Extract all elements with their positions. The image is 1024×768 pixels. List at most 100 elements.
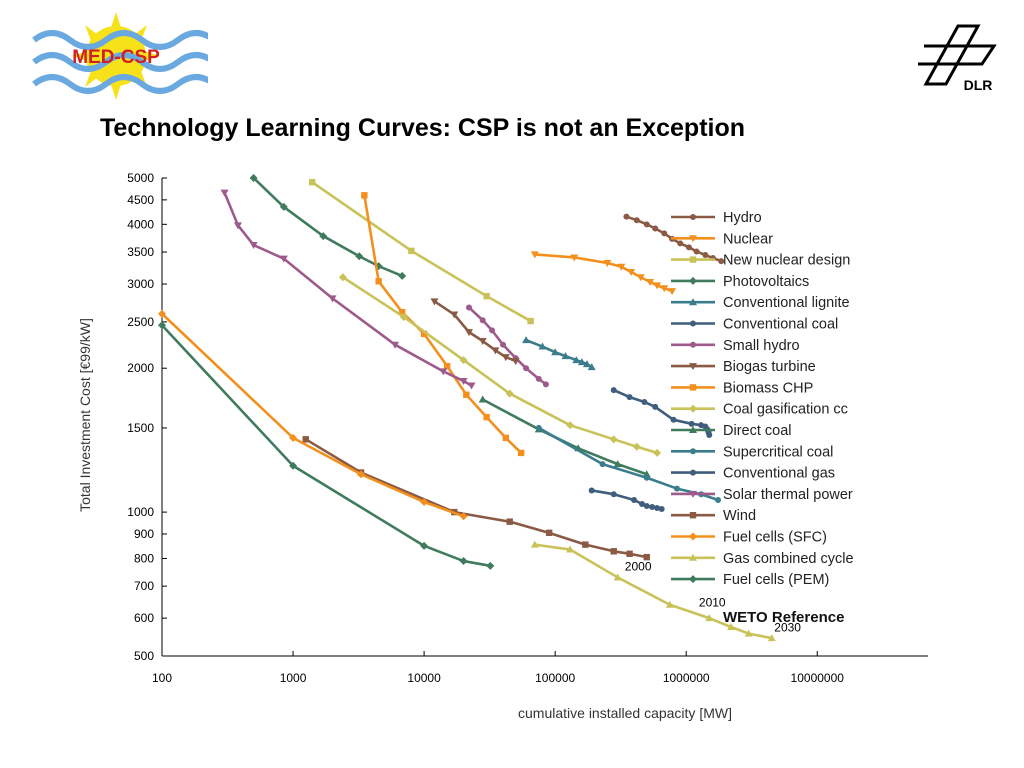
data-point-new-nuclear-design	[527, 317, 534, 325]
legend-footer: WETO Reference	[723, 609, 844, 626]
series-biogas-turbine	[430, 298, 520, 366]
series-gas-combined-cycle	[530, 540, 776, 642]
data-point-nuclear	[668, 288, 677, 296]
y-tick-label: 700	[134, 579, 154, 593]
data-point-conventional-lignite	[577, 358, 586, 366]
legend-item-hydro: Hydro	[671, 210, 762, 226]
data-point-supercritical-coal	[673, 485, 680, 492]
series-line-new-nuclear-design	[311, 181, 532, 323]
series-line-nuclear	[534, 253, 673, 293]
data-point-new-nuclear-design	[483, 292, 490, 300]
data-point-nuclear	[636, 274, 645, 282]
data-point-solar-thermal-power	[439, 368, 448, 376]
legend-marker	[690, 320, 696, 327]
data-point-biogas-turbine	[478, 338, 487, 346]
y-tick-label: 2000	[127, 361, 154, 375]
legend-marker	[689, 276, 697, 285]
data-point-conventional-coal	[641, 398, 648, 405]
dlr-emblem-icon	[918, 24, 997, 86]
data-point-biogas-turbine	[464, 329, 473, 337]
data-point-fuel-cells-pem	[459, 557, 468, 566]
legend-item-fuel-cells-sfc: Fuel cells (SFC)	[671, 530, 827, 546]
series-line-photovoltaics	[252, 177, 403, 278]
data-point-coal-gasification-cc	[566, 421, 575, 430]
legend-item-biomass-chp: Biomass CHP	[671, 380, 813, 396]
x-axis-label: cumulative installed capacity [MW]	[518, 705, 732, 721]
series-fuel-cells-pem	[158, 321, 495, 570]
data-point-wind	[582, 541, 589, 548]
series-line-solar-thermal-power	[223, 192, 473, 387]
data-point-gas-combined-cycle	[705, 614, 714, 622]
series-fuel-cells-sfc	[158, 309, 468, 521]
data-point-hydro	[661, 230, 668, 237]
legend-marker	[689, 532, 697, 541]
y-tick-label: 3000	[127, 277, 154, 291]
data-point-wind	[643, 553, 650, 561]
data-point-gas-combined-cycle	[665, 600, 674, 608]
data-point-solar-thermal-power	[220, 189, 229, 197]
data-point-biomass-chp	[517, 449, 525, 457]
data-point-conventional-coal	[688, 420, 695, 427]
legend-item-small-hydro: Small hydro	[671, 338, 800, 354]
data-point-new-nuclear-design	[309, 178, 316, 186]
x-tick-label: 10000000	[791, 671, 845, 685]
data-point-direct-coal	[642, 470, 651, 478]
legend-label: Solar thermal power	[723, 487, 853, 503]
series-nuclear	[530, 251, 677, 296]
series-conventional-lignite	[522, 336, 596, 371]
dlr-logo-text: DLR	[964, 77, 993, 93]
data-point-solar-thermal-power	[249, 242, 258, 250]
legend-label: Supercritical coal	[723, 444, 833, 460]
data-point-supercritical-coal	[643, 474, 650, 481]
legend-marker	[689, 575, 697, 584]
data-point-conventional-coal	[706, 431, 713, 438]
legend-label: Photovoltaics	[723, 274, 809, 290]
data-point-coal-gasification-cc	[632, 442, 641, 451]
data-point-direct-coal	[478, 395, 487, 403]
legend-marker	[690, 341, 696, 348]
data-point-photovoltaics	[319, 232, 328, 241]
data-point-coal-gasification-cc	[653, 448, 662, 457]
legend-marker	[689, 512, 697, 519]
legend-label: Fuel cells (SFC)	[723, 530, 827, 546]
legend-marker	[689, 235, 697, 243]
data-point-coal-gasification-cc	[338, 273, 347, 282]
data-point-hydro	[685, 244, 692, 251]
data-point-conventional-gas	[610, 491, 617, 498]
series-line-gas-combined-cycle	[534, 543, 773, 640]
data-point-hydro	[702, 252, 709, 259]
data-point-fuel-cells-sfc	[357, 470, 366, 479]
legend-item-conventional-gas: Conventional gas	[671, 466, 835, 482]
data-point-photovoltaics	[355, 252, 364, 261]
data-point-hydro	[633, 217, 640, 224]
data-point-gas-combined-cycle	[744, 629, 753, 637]
legend-label: Gas combined cycle	[723, 551, 854, 567]
data-point-fuel-cells-pem	[420, 541, 429, 550]
series-small-hydro	[465, 304, 549, 388]
data-point-conventional-coal	[626, 394, 633, 401]
y-tick-label: 5000	[127, 171, 154, 185]
data-point-hydro	[652, 225, 659, 232]
legend-label: Conventional lignite	[723, 295, 850, 311]
data-point-conventional-coal	[652, 403, 659, 410]
legend-marker	[689, 256, 697, 263]
data-point-small-hydro	[535, 375, 542, 382]
y-tick-label: 600	[134, 611, 154, 625]
data-point-hydro	[718, 258, 725, 265]
data-point-coal-gasification-cc	[505, 389, 514, 398]
legend-marker	[689, 384, 697, 391]
data-point-nuclear	[617, 263, 626, 271]
data-point-photovoltaics	[249, 174, 258, 182]
data-point-fuel-cells-sfc	[158, 309, 166, 318]
data-point-biomass-chp	[375, 278, 382, 285]
data-point-conventional-coal	[610, 387, 617, 394]
data-point-photovoltaics	[398, 271, 407, 280]
data-point-small-hydro	[465, 304, 472, 311]
data-point-conventional-gas	[639, 500, 646, 507]
chart-legend: Hydro Nuclear New nuclear design Photovolta…	[671, 210, 854, 626]
x-tick-label: 1000000	[663, 671, 710, 685]
data-point-conventional-lignite	[587, 363, 596, 371]
data-point-solar-thermal-power	[328, 295, 337, 303]
data-point-conventional-lignite	[583, 360, 592, 368]
